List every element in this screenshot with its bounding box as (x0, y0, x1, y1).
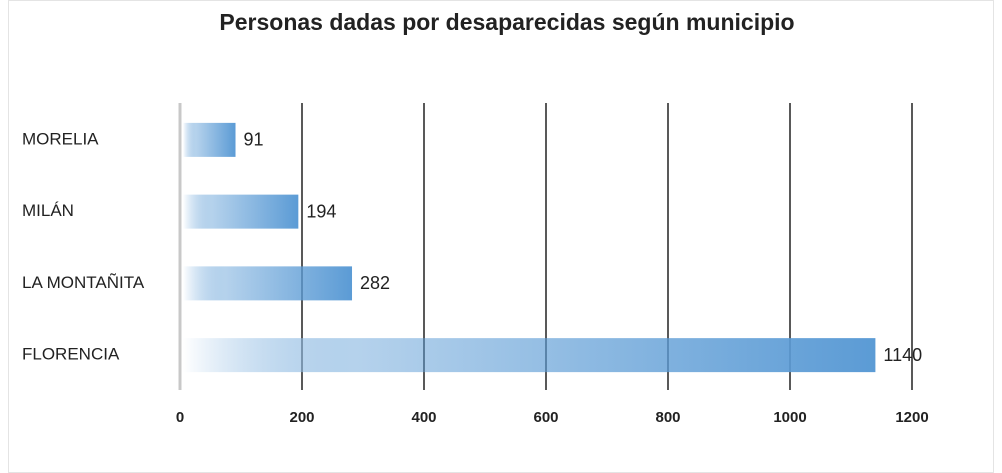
value-label: 1140 (883, 345, 922, 365)
frame (8, 0, 994, 473)
y-tick-label: FLORENCIA (22, 345, 120, 364)
value-label: 194 (306, 201, 336, 221)
x-tick-label: 0 (176, 409, 184, 426)
x-tick-label: 1000 (773, 409, 806, 426)
y-tick-label: LA MONTAÑITA (22, 273, 145, 292)
chart-title: Personas dadas por desaparecidas según m… (219, 9, 794, 35)
x-tick-label: 1200 (895, 409, 928, 426)
y-tick-label: MORELIA (22, 129, 99, 148)
bar (183, 338, 876, 373)
x-tick-label: 400 (411, 409, 436, 426)
bar (183, 266, 353, 301)
x-tick-label: 200 (289, 409, 314, 426)
y-tick-label: MILÁN (22, 201, 74, 220)
value-label: 282 (360, 273, 390, 293)
bar (183, 122, 236, 157)
value-label: 91 (244, 130, 264, 150)
bar (183, 194, 299, 229)
x-tick-label: 800 (655, 409, 680, 426)
x-tick-label: 600 (533, 409, 558, 426)
